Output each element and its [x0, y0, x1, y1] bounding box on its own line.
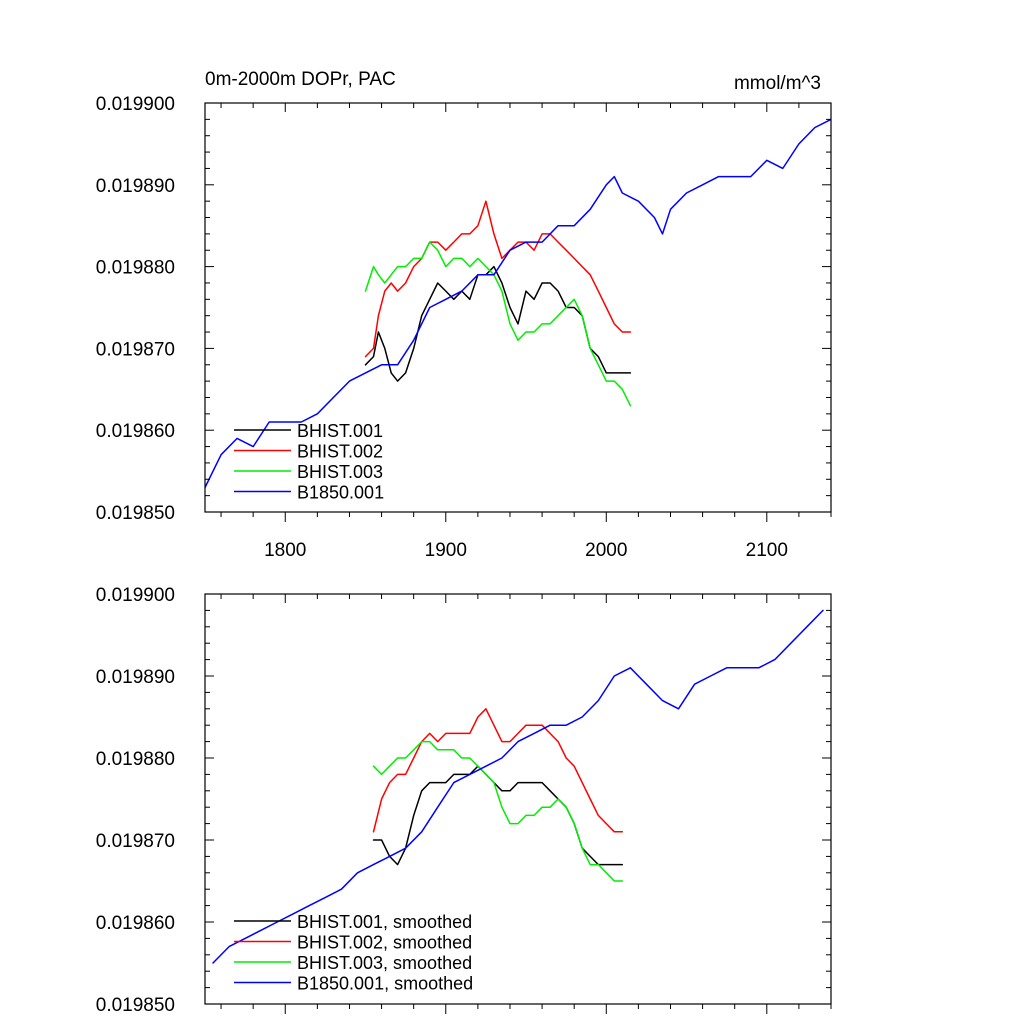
y-tick-label: 0.019860: [96, 421, 175, 442]
plot-frame: [204, 593, 832, 1005]
series-line-bhist-002: [364, 200, 632, 358]
legend-label: BHIST.002: [297, 442, 383, 462]
y-tick-label: 0.019890: [96, 667, 175, 688]
legend-label: BHIST.001, smoothed: [297, 912, 472, 932]
legend-label: BHIST.003, smoothed: [297, 953, 472, 973]
legend-label: BHIST.001: [297, 421, 383, 441]
plot-frame: [204, 102, 832, 513]
y-tick-label: 0.019890: [96, 176, 175, 197]
series-line-b1850-001-smoothed: [212, 609, 824, 964]
y-tick-label: 0.019860: [96, 913, 175, 934]
legend-label: B1850.001: [297, 483, 384, 503]
chart-panel-1: 0.019850 0.019860 0.019870 0.019880 0.019890…: [96, 69, 832, 561]
y-tick-label: 0.019870: [96, 831, 175, 852]
series-line-b1850-001: [205, 118, 831, 489]
y-tick-label: 0.019900: [96, 585, 175, 606]
x-tick-label: 1900: [425, 540, 467, 561]
y-tick-label: 0.019850: [96, 995, 175, 1016]
x-tick-label: 1800: [264, 540, 306, 561]
series-line-bhist-001-smoothed: [372, 765, 624, 866]
y-tick-label: 0.019870: [96, 339, 175, 360]
chart-panel-2: 0.019850 0.019860 0.019870 0.019880 0.019890…: [96, 585, 832, 1016]
legend-label: B1850.001, smoothed: [297, 974, 473, 994]
series-line-bhist-003-smoothed: [372, 740, 624, 882]
y-tick-label: 0.019900: [96, 94, 175, 115]
series-group: [212, 609, 824, 964]
legend-label: BHIST.003: [297, 462, 383, 482]
y-tick-label: 0.019880: [96, 258, 175, 279]
x-tick-label: 2100: [746, 540, 788, 561]
chart-title: 0m-2000m DOPr, PAC: [205, 69, 396, 90]
chart-units: mmol/m^3: [734, 73, 821, 94]
y-tick-label: 0.019850: [96, 503, 175, 524]
x-tick-label: 2000: [585, 540, 627, 561]
series-line-bhist-003: [364, 241, 632, 407]
series-line-bhist-002-smoothed: [372, 708, 624, 833]
legend-label: BHIST.002, smoothed: [297, 933, 472, 953]
series-group: [205, 118, 831, 489]
y-tick-label: 0.019880: [96, 749, 175, 770]
